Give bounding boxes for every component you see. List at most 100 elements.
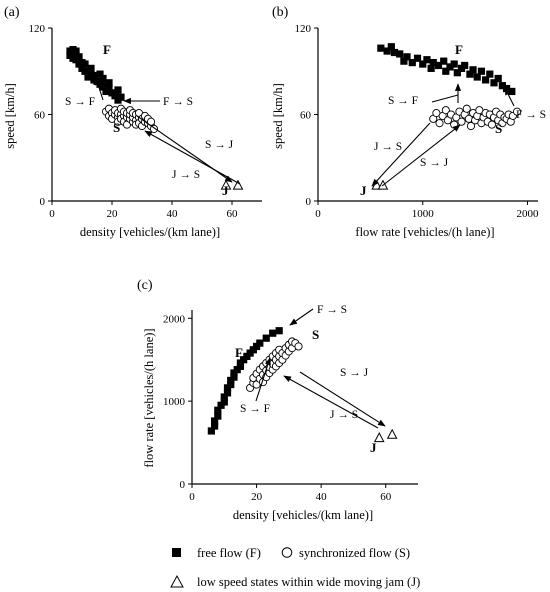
point-synchronized-flow <box>466 121 476 131</box>
point-free-flow <box>390 48 399 57</box>
panel-b-arrow-S-to-J <box>371 122 431 187</box>
x-tick-label: 0 <box>189 491 195 503</box>
panel-c-xlabel: density [vehicles/(km lane)] <box>233 508 373 522</box>
point-free-flow <box>408 59 416 67</box>
panel-a-points <box>66 46 244 190</box>
panel-a-tag: (a) <box>4 5 20 20</box>
legend-circle-icon <box>281 547 293 558</box>
point-free-flow <box>269 329 277 337</box>
legend: free flow (F) synchronized flow (S) low … <box>170 546 420 589</box>
panel-b: (b) 0 1000 2000 0 60 120 flow rate [vehicles/… <box>271 5 546 239</box>
point-synchronized-flow <box>435 119 444 128</box>
point-free-flow <box>396 50 404 58</box>
point-wide-moving-jam <box>373 432 385 443</box>
point-synchronized-flow <box>457 117 466 126</box>
panel-a-label-S: S <box>113 120 120 135</box>
point-synchronized-flow <box>441 106 450 115</box>
point-free-flow <box>207 427 215 435</box>
panel-c-tag: (c) <box>137 278 153 293</box>
point-free-flow <box>482 76 490 84</box>
x-tick-label: 20 <box>251 491 263 503</box>
point-free-flow <box>427 64 435 72</box>
point-free-flow <box>211 422 219 430</box>
panel-c-arrow-F-to-S <box>289 308 314 326</box>
x-tick-label: 40 <box>167 208 179 220</box>
point-free-flow <box>400 57 408 65</box>
x-tick-label: 60 <box>380 491 392 503</box>
point-synchronized-flow <box>512 107 522 116</box>
point-free-flow <box>262 334 270 342</box>
panel-a-arrow-J-to-S <box>144 130 241 185</box>
panel-c-ylabel: flow rate [vehicles/(h lane)] <box>142 328 156 467</box>
point-free-flow <box>72 47 80 55</box>
y-tick-label: 0 <box>40 196 46 208</box>
panel-c-label-S-to-J: S → J <box>340 367 369 379</box>
point-free-flow <box>105 84 113 93</box>
point-free-flow <box>220 393 228 401</box>
panel-a-label-J: J <box>222 183 229 198</box>
point-free-flow <box>508 87 516 96</box>
panel-c-ticks: 0 20 40 60 0 1000 2000 <box>163 313 392 503</box>
y-tick-label: 1000 <box>163 396 186 408</box>
panel-b-label-J-to-S: J → S <box>374 141 402 153</box>
point-free-flow <box>223 389 232 397</box>
point-free-flow <box>450 60 458 68</box>
point-free-flow <box>413 54 422 62</box>
y-tick-label: 60 <box>34 110 46 122</box>
point-free-flow <box>461 61 469 70</box>
point-free-flow <box>469 66 477 74</box>
legend-sync: synchronized flow (S) <box>299 546 410 560</box>
point-wide-moving-jam <box>232 179 244 190</box>
y-tick-label: 0 <box>306 196 312 208</box>
panel-c: (c) 0 20 40 60 0 1000 2000 density [vehicles/(… <box>137 278 418 522</box>
panel-b-ylabel: speed [km/h] <box>271 83 285 149</box>
point-free-flow <box>275 327 283 335</box>
point-free-flow <box>105 79 113 87</box>
point-free-flow <box>423 56 431 64</box>
panel-c-points <box>207 327 398 443</box>
x-tick-label: 60 <box>227 208 239 220</box>
point-free-flow <box>494 74 502 83</box>
point-free-flow <box>403 53 411 61</box>
point-free-flow <box>453 69 461 77</box>
point-free-flow <box>81 60 89 68</box>
panel-b-ticks: 0 1000 2000 0 60 120 <box>295 23 540 220</box>
panel-a-xlabel: density [vehicles/(km lane)] <box>80 225 220 239</box>
point-free-flow <box>434 61 443 70</box>
point-free-flow <box>211 417 219 425</box>
point-free-flow <box>490 79 498 87</box>
x-tick-label: 2000 <box>517 208 540 220</box>
y-tick-label: 120 <box>29 23 46 35</box>
point-free-flow <box>87 64 95 72</box>
panel-a-label-F-to-S: F → S <box>163 96 193 108</box>
x-tick-label: 0 <box>315 208 321 220</box>
point-free-flow <box>114 86 122 94</box>
point-free-flow <box>477 67 486 75</box>
point-free-flow <box>99 74 107 83</box>
panel-b-label-S-to-F: S → F <box>388 95 418 107</box>
point-free-flow <box>214 406 222 414</box>
panel-a-label-F: F <box>103 42 111 57</box>
point-free-flow <box>446 63 454 71</box>
panel-a-ylabel: speed [km/h] <box>3 83 17 149</box>
point-free-flow <box>442 67 450 75</box>
point-synchronized-flow <box>462 104 471 113</box>
panel-a-arrow-S-to-F <box>95 77 104 101</box>
point-wide-moving-jam <box>220 179 232 190</box>
point-free-flow <box>227 380 235 389</box>
y-tick-label: 0 <box>180 479 186 491</box>
point-free-flow <box>214 412 222 420</box>
point-free-flow <box>230 373 238 381</box>
y-tick-label: 2000 <box>163 313 186 325</box>
x-tick-label: 1000 <box>412 208 435 220</box>
point-free-flow <box>117 93 125 101</box>
panel-a-ticks: 0 20 40 60 0 60 120 <box>29 23 239 220</box>
point-free-flow <box>377 44 385 52</box>
point-free-flow <box>256 339 264 347</box>
panel-c-label-S: S <box>312 327 319 342</box>
panel-c-label-F-to-S: F → S <box>317 304 347 316</box>
point-free-flow <box>419 60 427 68</box>
point-free-flow <box>90 71 98 80</box>
y-tick-label: 120 <box>295 23 312 35</box>
